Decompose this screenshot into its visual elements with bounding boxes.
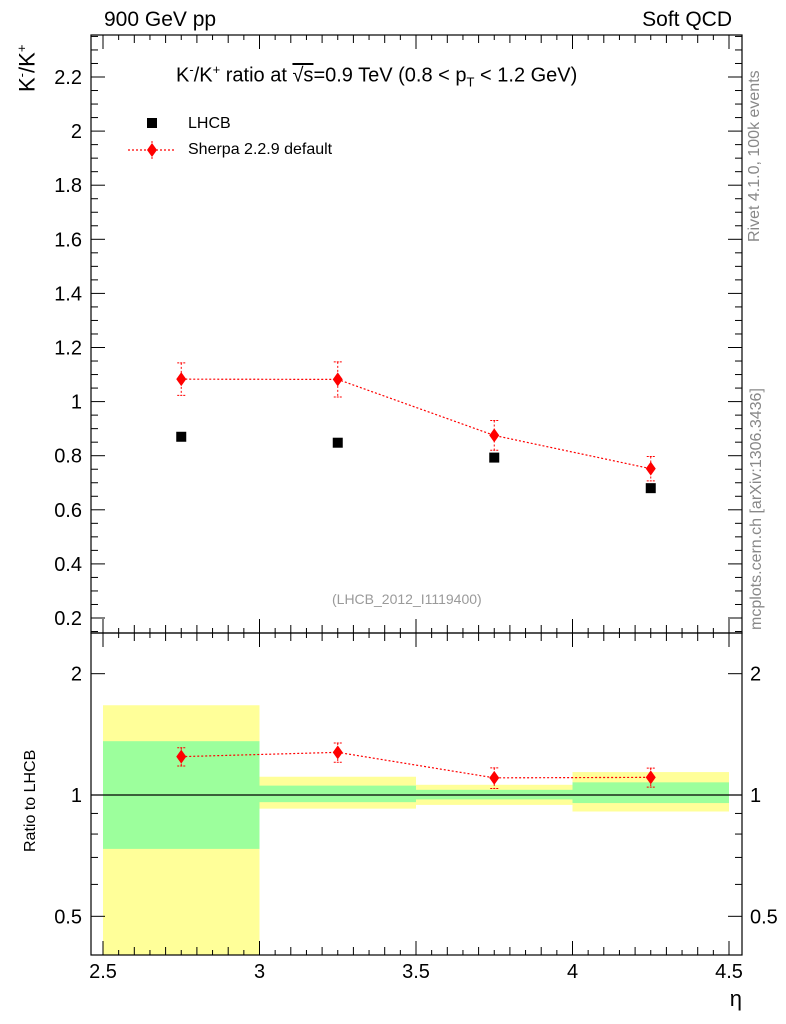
lhcb-point xyxy=(645,483,656,494)
ratio-y-tick-label-right: 2 xyxy=(750,664,761,686)
mcplots-label: mcplots.cern.ch [arXiv:1306.3436] xyxy=(748,388,765,630)
ratio-y-tick-label-left: 0.5 xyxy=(54,906,82,928)
x-tick-label: 3.5 xyxy=(402,961,430,983)
category-label: Soft QCD xyxy=(642,8,732,31)
y-tick-label: 1.4 xyxy=(54,283,82,305)
ratio-y-tick-label-right: 0.5 xyxy=(750,906,778,928)
ratio-y-tick-label-left: 2 xyxy=(71,664,82,686)
legend-label-sherpa: Sherpa 2.2.9 default xyxy=(188,141,333,158)
rivet-version-label: Rivet 4.1.0, 100k events xyxy=(746,70,763,242)
y-tick-label: 0.8 xyxy=(54,446,82,468)
lhcb-point xyxy=(332,437,343,448)
x-tick-label: 4 xyxy=(567,961,578,983)
lhcb-point xyxy=(176,431,187,442)
y-tick-label: 0.2 xyxy=(54,608,82,630)
ratio-y-tick-label-left: 1 xyxy=(71,785,82,807)
legend-label-lhcb: LHCB xyxy=(188,115,231,132)
sherpa-point xyxy=(489,428,500,443)
y-tick-label: 2.2 xyxy=(54,67,82,89)
sherpa-ratio-point xyxy=(645,770,656,785)
analysis-reference: (LHCB_2012_I1119400) xyxy=(332,591,482,607)
x-tick-label: 4.5 xyxy=(715,961,743,983)
ratio-y-axis-label: Ratio to LHCB xyxy=(22,749,39,852)
ratio-y-tick-label-right: 1 xyxy=(750,785,761,807)
y-tick-label: 1.8 xyxy=(54,175,82,197)
lhcb-point xyxy=(489,452,500,463)
sherpa-point xyxy=(645,461,656,476)
legend-marker-sherpa xyxy=(147,143,157,157)
y-tick-label: 0.4 xyxy=(54,554,82,576)
collision-label: 900 GeV pp xyxy=(104,8,217,31)
x-tick-label: 3 xyxy=(254,961,265,983)
y-axis-label: K-/K+ xyxy=(14,44,40,92)
sherpa-point xyxy=(176,372,187,387)
sherpa-ratio-point xyxy=(332,745,343,760)
x-tick-label: 2.5 xyxy=(89,961,117,983)
sherpa-ratio-line xyxy=(181,751,651,779)
ratio-band-inner xyxy=(259,785,416,803)
y-tick-label: 0.6 xyxy=(54,500,82,522)
ratio-band-inner xyxy=(572,782,729,804)
y-tick-label: 1 xyxy=(71,392,82,414)
y-tick-label: 2 xyxy=(71,121,82,143)
sherpa-ratio-point xyxy=(176,749,187,764)
sherpa-ratio-point xyxy=(489,770,500,785)
x-axis-label: η xyxy=(729,986,742,1011)
y-tick-label: 1.6 xyxy=(54,229,82,251)
sherpa-series-line xyxy=(181,378,651,470)
legend-marker-lhcb xyxy=(147,118,157,128)
sherpa-point xyxy=(332,372,343,387)
y-tick-label: 1.2 xyxy=(54,338,82,360)
plot-title: K-/K+ ratio at √s=0.9 TeV (0.8 < pT < 1.… xyxy=(176,62,578,90)
